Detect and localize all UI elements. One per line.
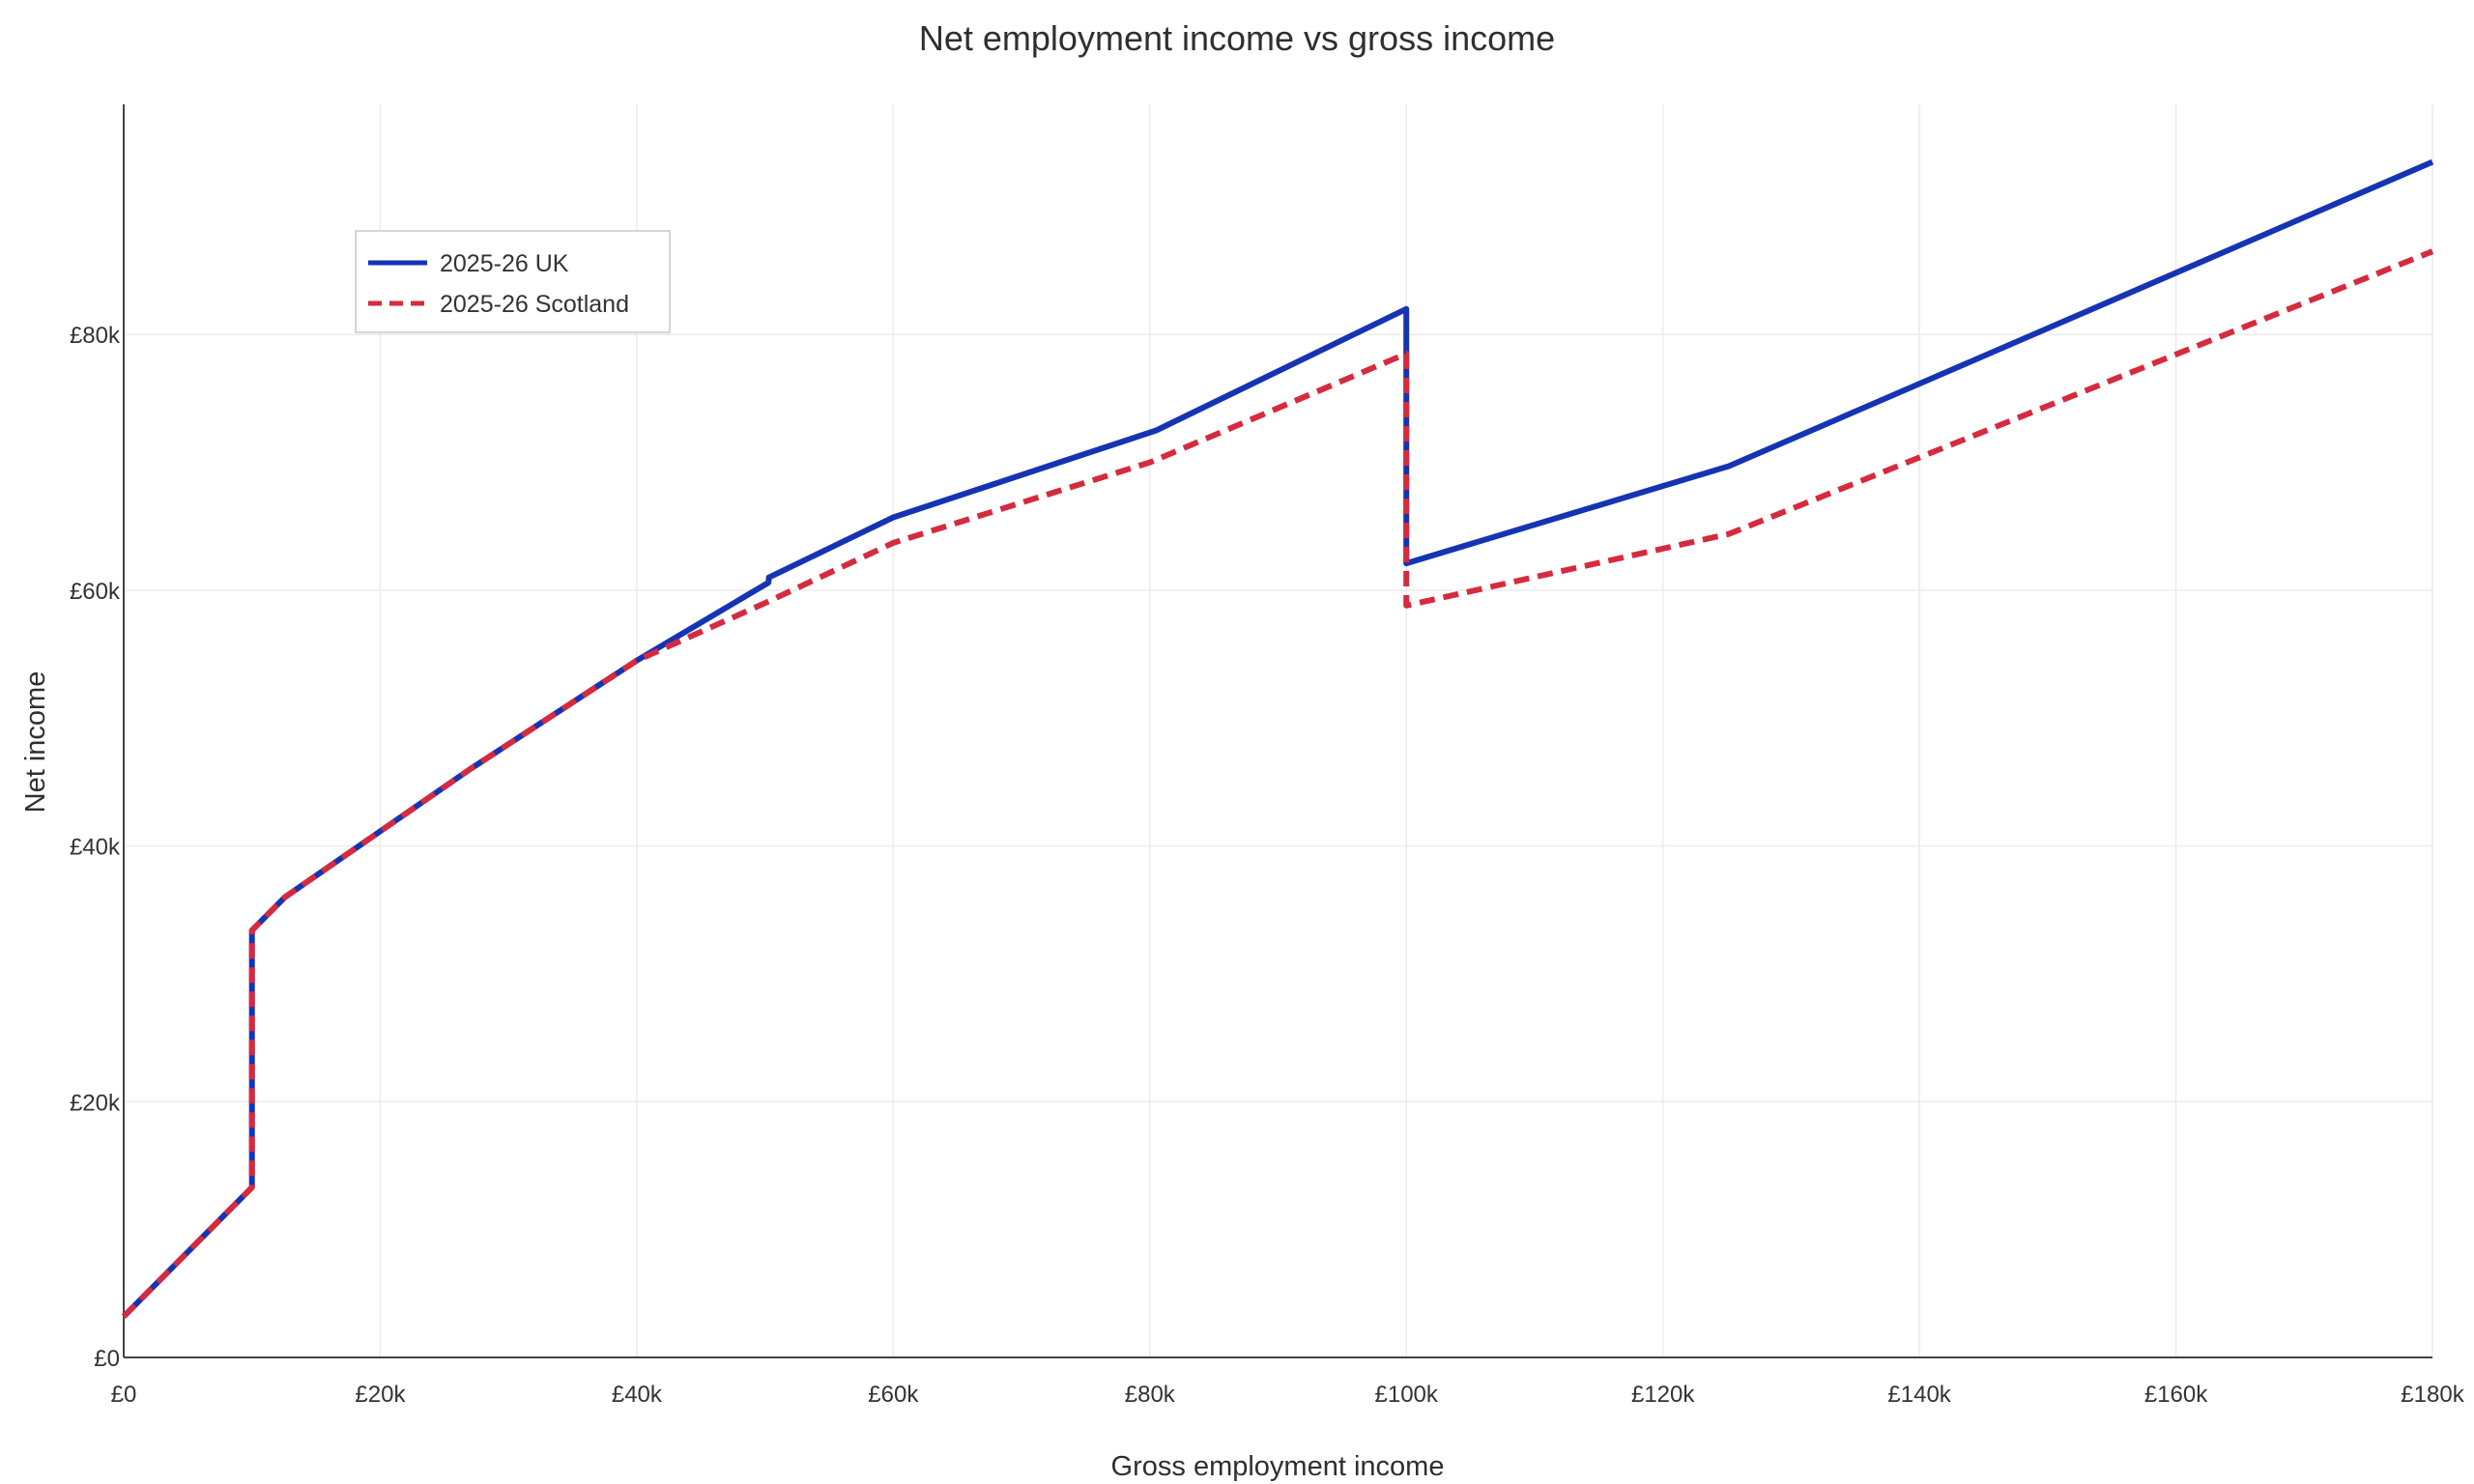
y-axis-title: Net income [20,671,51,813]
y-tick-label: £80k [70,323,121,349]
x-tick-label: £60k [868,1382,919,1408]
x-tick-label: £100k [1375,1382,1439,1408]
x-tick-label: £40k [612,1382,663,1408]
y-tick-label: £60k [70,579,121,605]
grid-layer [124,104,2433,1357]
x-tick-labels: £0 £20k £40k £60k £80k £100k £120k £140k £160k £1… [111,1382,2465,1408]
chart-title: Net employment income vs gross income [919,18,1555,58]
legend-label-scotland: 2025-26 Scotland [440,291,629,318]
x-tick-label: £0 [111,1382,137,1408]
y-tick-label: £20k [70,1090,121,1116]
y-tick-label: £40k [70,835,121,861]
x-tick-label: £120k [1631,1382,1695,1408]
x-tick-label: £180k [2401,1382,2464,1408]
x-axis-title: Gross employment income [1111,1451,1445,1482]
x-tick-label: £160k [2144,1382,2208,1408]
y-tick-labels: £0 £20k £40k £60k £80k [70,323,121,1372]
legend-box [355,230,671,333]
legend: 2025-26 UK 2025-26 Scotland [355,230,671,333]
legend-label-uk: 2025-26 UK [440,250,569,277]
x-tick-label: £140k [1887,1382,1951,1408]
y-tick-label: £0 [94,1346,120,1372]
series-line-scotland [121,248,2434,1319]
x-tick-label: £20k [355,1382,406,1408]
x-tick-label: £80k [1125,1382,1176,1408]
series-layer [121,158,2434,1319]
